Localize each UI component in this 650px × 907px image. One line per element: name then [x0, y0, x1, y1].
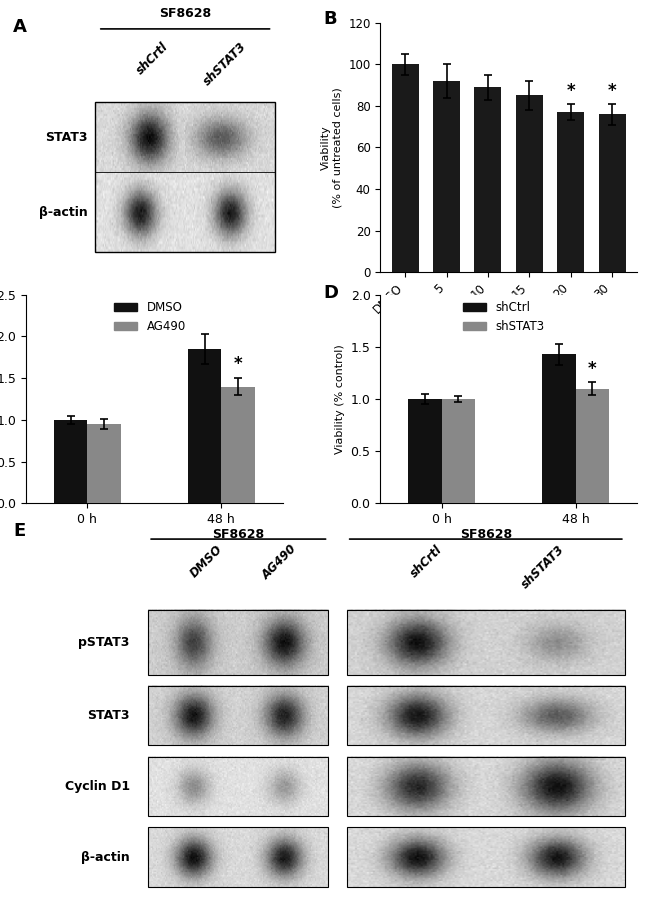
Bar [542, 355, 576, 503]
Bar [54, 420, 87, 503]
Bar [557, 112, 584, 272]
Text: *: * [588, 360, 597, 378]
Text: Cyclin D1: Cyclin D1 [65, 780, 130, 793]
Text: *: * [566, 82, 575, 100]
Text: SF8628: SF8628 [460, 528, 512, 541]
Legend: shCtrl, shSTAT3: shCtrl, shSTAT3 [458, 297, 550, 337]
Text: shSTAT3: shSTAT3 [519, 542, 567, 591]
Text: DMSO: DMSO [188, 542, 226, 580]
Y-axis label: Viability
(% of untreated cells): Viability (% of untreated cells) [321, 87, 343, 208]
Y-axis label: Viability (% control): Viability (% control) [335, 344, 345, 454]
Bar [188, 349, 222, 503]
Text: β-actin: β-actin [39, 206, 88, 219]
Legend: DMSO, AG490: DMSO, AG490 [109, 297, 190, 337]
Text: *: * [234, 356, 242, 373]
Text: β-actin: β-actin [81, 851, 130, 863]
Text: pSTAT3: pSTAT3 [79, 636, 130, 649]
Text: shSTAT3: shSTAT3 [201, 40, 249, 88]
Bar [516, 95, 543, 272]
Text: shCrtl: shCrtl [408, 542, 445, 580]
Text: A: A [13, 17, 27, 35]
Bar [441, 399, 475, 503]
Text: AG490: AG490 [260, 542, 300, 582]
Text: B: B [324, 10, 337, 28]
Text: SF8628: SF8628 [159, 7, 211, 20]
Bar [222, 386, 255, 503]
Text: shCrtl: shCrtl [134, 40, 171, 77]
Bar [474, 87, 501, 272]
Bar [87, 424, 121, 503]
Text: AG490 μM: AG490 μM [495, 338, 564, 351]
Text: D: D [324, 284, 339, 302]
Text: STAT3: STAT3 [87, 709, 130, 722]
Bar [433, 81, 460, 272]
Bar [576, 388, 609, 503]
Bar [392, 64, 419, 272]
Text: E: E [14, 522, 26, 541]
Text: STAT3: STAT3 [45, 131, 88, 144]
Bar [599, 114, 625, 272]
Text: SF8628: SF8628 [213, 528, 265, 541]
Text: *: * [608, 82, 616, 100]
Bar [408, 399, 441, 503]
